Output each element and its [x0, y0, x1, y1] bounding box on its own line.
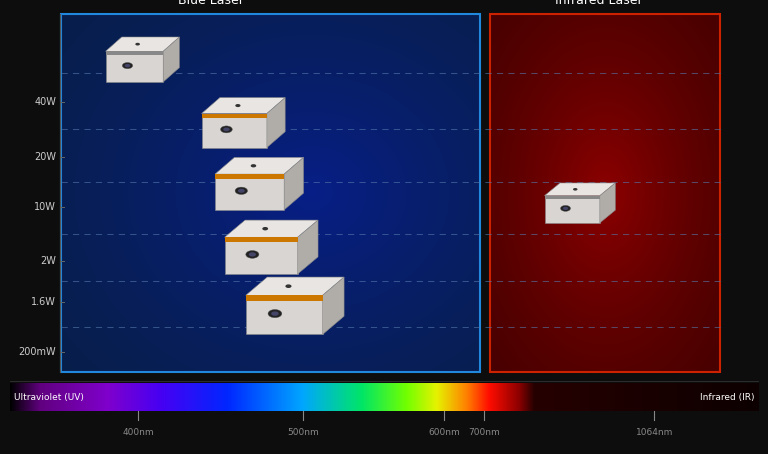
- Polygon shape: [600, 183, 615, 223]
- Text: 10W: 10W: [35, 202, 56, 212]
- Polygon shape: [545, 183, 615, 196]
- Text: 1064nm: 1064nm: [636, 428, 673, 437]
- Polygon shape: [215, 158, 303, 174]
- Polygon shape: [298, 220, 318, 274]
- Text: 500nm: 500nm: [287, 428, 319, 437]
- Text: 700nm: 700nm: [468, 428, 500, 437]
- Bar: [10, 384, 758, 411]
- Polygon shape: [225, 237, 298, 242]
- Circle shape: [250, 164, 257, 168]
- Circle shape: [124, 64, 131, 67]
- Circle shape: [561, 206, 571, 211]
- Polygon shape: [323, 277, 344, 335]
- Circle shape: [122, 63, 133, 69]
- Polygon shape: [246, 295, 323, 335]
- Polygon shape: [246, 295, 323, 301]
- Polygon shape: [201, 98, 285, 114]
- Circle shape: [563, 207, 568, 210]
- Text: 400nm: 400nm: [122, 428, 154, 437]
- Text: 20W: 20W: [34, 152, 56, 162]
- Polygon shape: [225, 220, 318, 237]
- Bar: [61, 14, 480, 372]
- Circle shape: [135, 43, 140, 45]
- Polygon shape: [105, 51, 163, 82]
- Polygon shape: [105, 37, 179, 51]
- Circle shape: [223, 128, 230, 131]
- Circle shape: [573, 188, 578, 191]
- Polygon shape: [215, 174, 284, 179]
- Polygon shape: [545, 196, 600, 223]
- Polygon shape: [201, 114, 267, 118]
- Circle shape: [271, 311, 279, 316]
- Text: Blue Laser: Blue Laser: [178, 0, 244, 7]
- Bar: [490, 14, 720, 372]
- Polygon shape: [246, 277, 344, 295]
- Text: 2W: 2W: [40, 256, 56, 266]
- Circle shape: [286, 284, 292, 288]
- Circle shape: [246, 251, 259, 258]
- Text: 40W: 40W: [35, 97, 56, 107]
- Circle shape: [238, 189, 245, 193]
- Polygon shape: [284, 158, 303, 210]
- Circle shape: [220, 126, 232, 133]
- Polygon shape: [267, 98, 285, 148]
- Text: Infrared (IR): Infrared (IR): [700, 393, 754, 402]
- Polygon shape: [163, 37, 179, 82]
- Text: Ultraviolet (UV): Ultraviolet (UV): [14, 393, 84, 402]
- Text: 1.6W: 1.6W: [31, 297, 56, 307]
- Text: 600nm: 600nm: [428, 428, 460, 437]
- Polygon shape: [105, 51, 163, 55]
- Circle shape: [235, 104, 240, 107]
- Polygon shape: [215, 174, 284, 210]
- Polygon shape: [225, 237, 298, 274]
- Circle shape: [235, 187, 247, 194]
- Circle shape: [249, 252, 256, 257]
- Polygon shape: [545, 196, 600, 199]
- Text: Infrared Laser: Infrared Laser: [555, 0, 643, 7]
- Circle shape: [263, 227, 268, 231]
- Circle shape: [268, 310, 282, 318]
- Polygon shape: [201, 114, 267, 148]
- Text: 200mW: 200mW: [18, 347, 56, 357]
